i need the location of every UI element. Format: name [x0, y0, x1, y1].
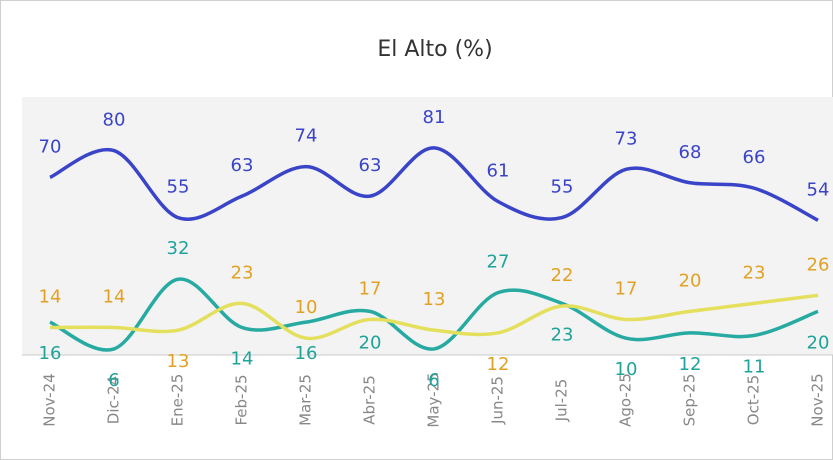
data-label: 14 [39, 286, 62, 307]
data-label: 20 [807, 332, 830, 353]
data-label: 54 [807, 179, 830, 200]
data-label: 55 [551, 177, 574, 198]
data-label: 20 [679, 270, 702, 291]
data-label: 23 [743, 262, 766, 283]
x-tick-label: Ene-25 [169, 374, 187, 427]
data-label: 13 [167, 351, 190, 372]
data-label: 63 [359, 155, 382, 176]
x-tick-label: Jul-25 [553, 379, 571, 423]
data-label: 10 [615, 359, 638, 380]
x-tick-label: May-25 [425, 372, 443, 427]
data-label: 22 [551, 265, 574, 286]
data-label: 70 [39, 136, 62, 157]
data-label: 14 [103, 286, 126, 307]
data-label: 27 [487, 252, 510, 273]
data-label: 6 [108, 370, 119, 391]
x-tick-label: Nov-24 [41, 373, 59, 426]
data-label: 32 [167, 238, 190, 259]
data-label: 16 [39, 343, 62, 364]
data-label: 66 [743, 147, 766, 168]
x-tick-label: Jun-25 [489, 376, 507, 425]
data-label: 55 [167, 177, 190, 198]
series-line [49, 277, 819, 352]
data-label: 23 [231, 262, 254, 283]
x-tick-label: Ago-25 [617, 373, 635, 427]
data-label: 80 [103, 110, 126, 131]
data-label: 26 [807, 254, 830, 275]
chart-title: El Alto (%) [377, 37, 492, 62]
x-tick-label: Feb-25 [233, 374, 251, 425]
data-label: 20 [359, 332, 382, 353]
series-line [49, 293, 819, 341]
data-label: 17 [359, 278, 382, 299]
data-label: 11 [743, 357, 766, 378]
x-tick-label: Dic-24 [105, 376, 123, 424]
x-tick-label: Oct-25 [745, 375, 763, 425]
data-label: 17 [615, 278, 638, 299]
data-label: 68 [679, 142, 702, 163]
data-label: 10 [295, 297, 318, 318]
data-label: 63 [231, 155, 254, 176]
x-tick-label: Mar-25 [297, 374, 315, 426]
data-label: 23 [551, 324, 574, 345]
data-label: 74 [295, 126, 318, 147]
x-tick-label: Sep-25 [681, 374, 699, 427]
data-label: 12 [679, 354, 702, 375]
data-label: 14 [231, 348, 254, 369]
data-label: 73 [615, 128, 638, 149]
data-label: 13 [423, 289, 446, 310]
data-label: 16 [295, 343, 318, 364]
data-label: 61 [487, 161, 510, 182]
data-label: 12 [487, 354, 510, 375]
data-label: 81 [423, 107, 446, 128]
x-tick-label: Nov-25 [809, 373, 827, 426]
data-label: 6 [428, 370, 439, 391]
series-line [49, 146, 819, 222]
x-tick-label: Abr-25 [361, 375, 379, 425]
